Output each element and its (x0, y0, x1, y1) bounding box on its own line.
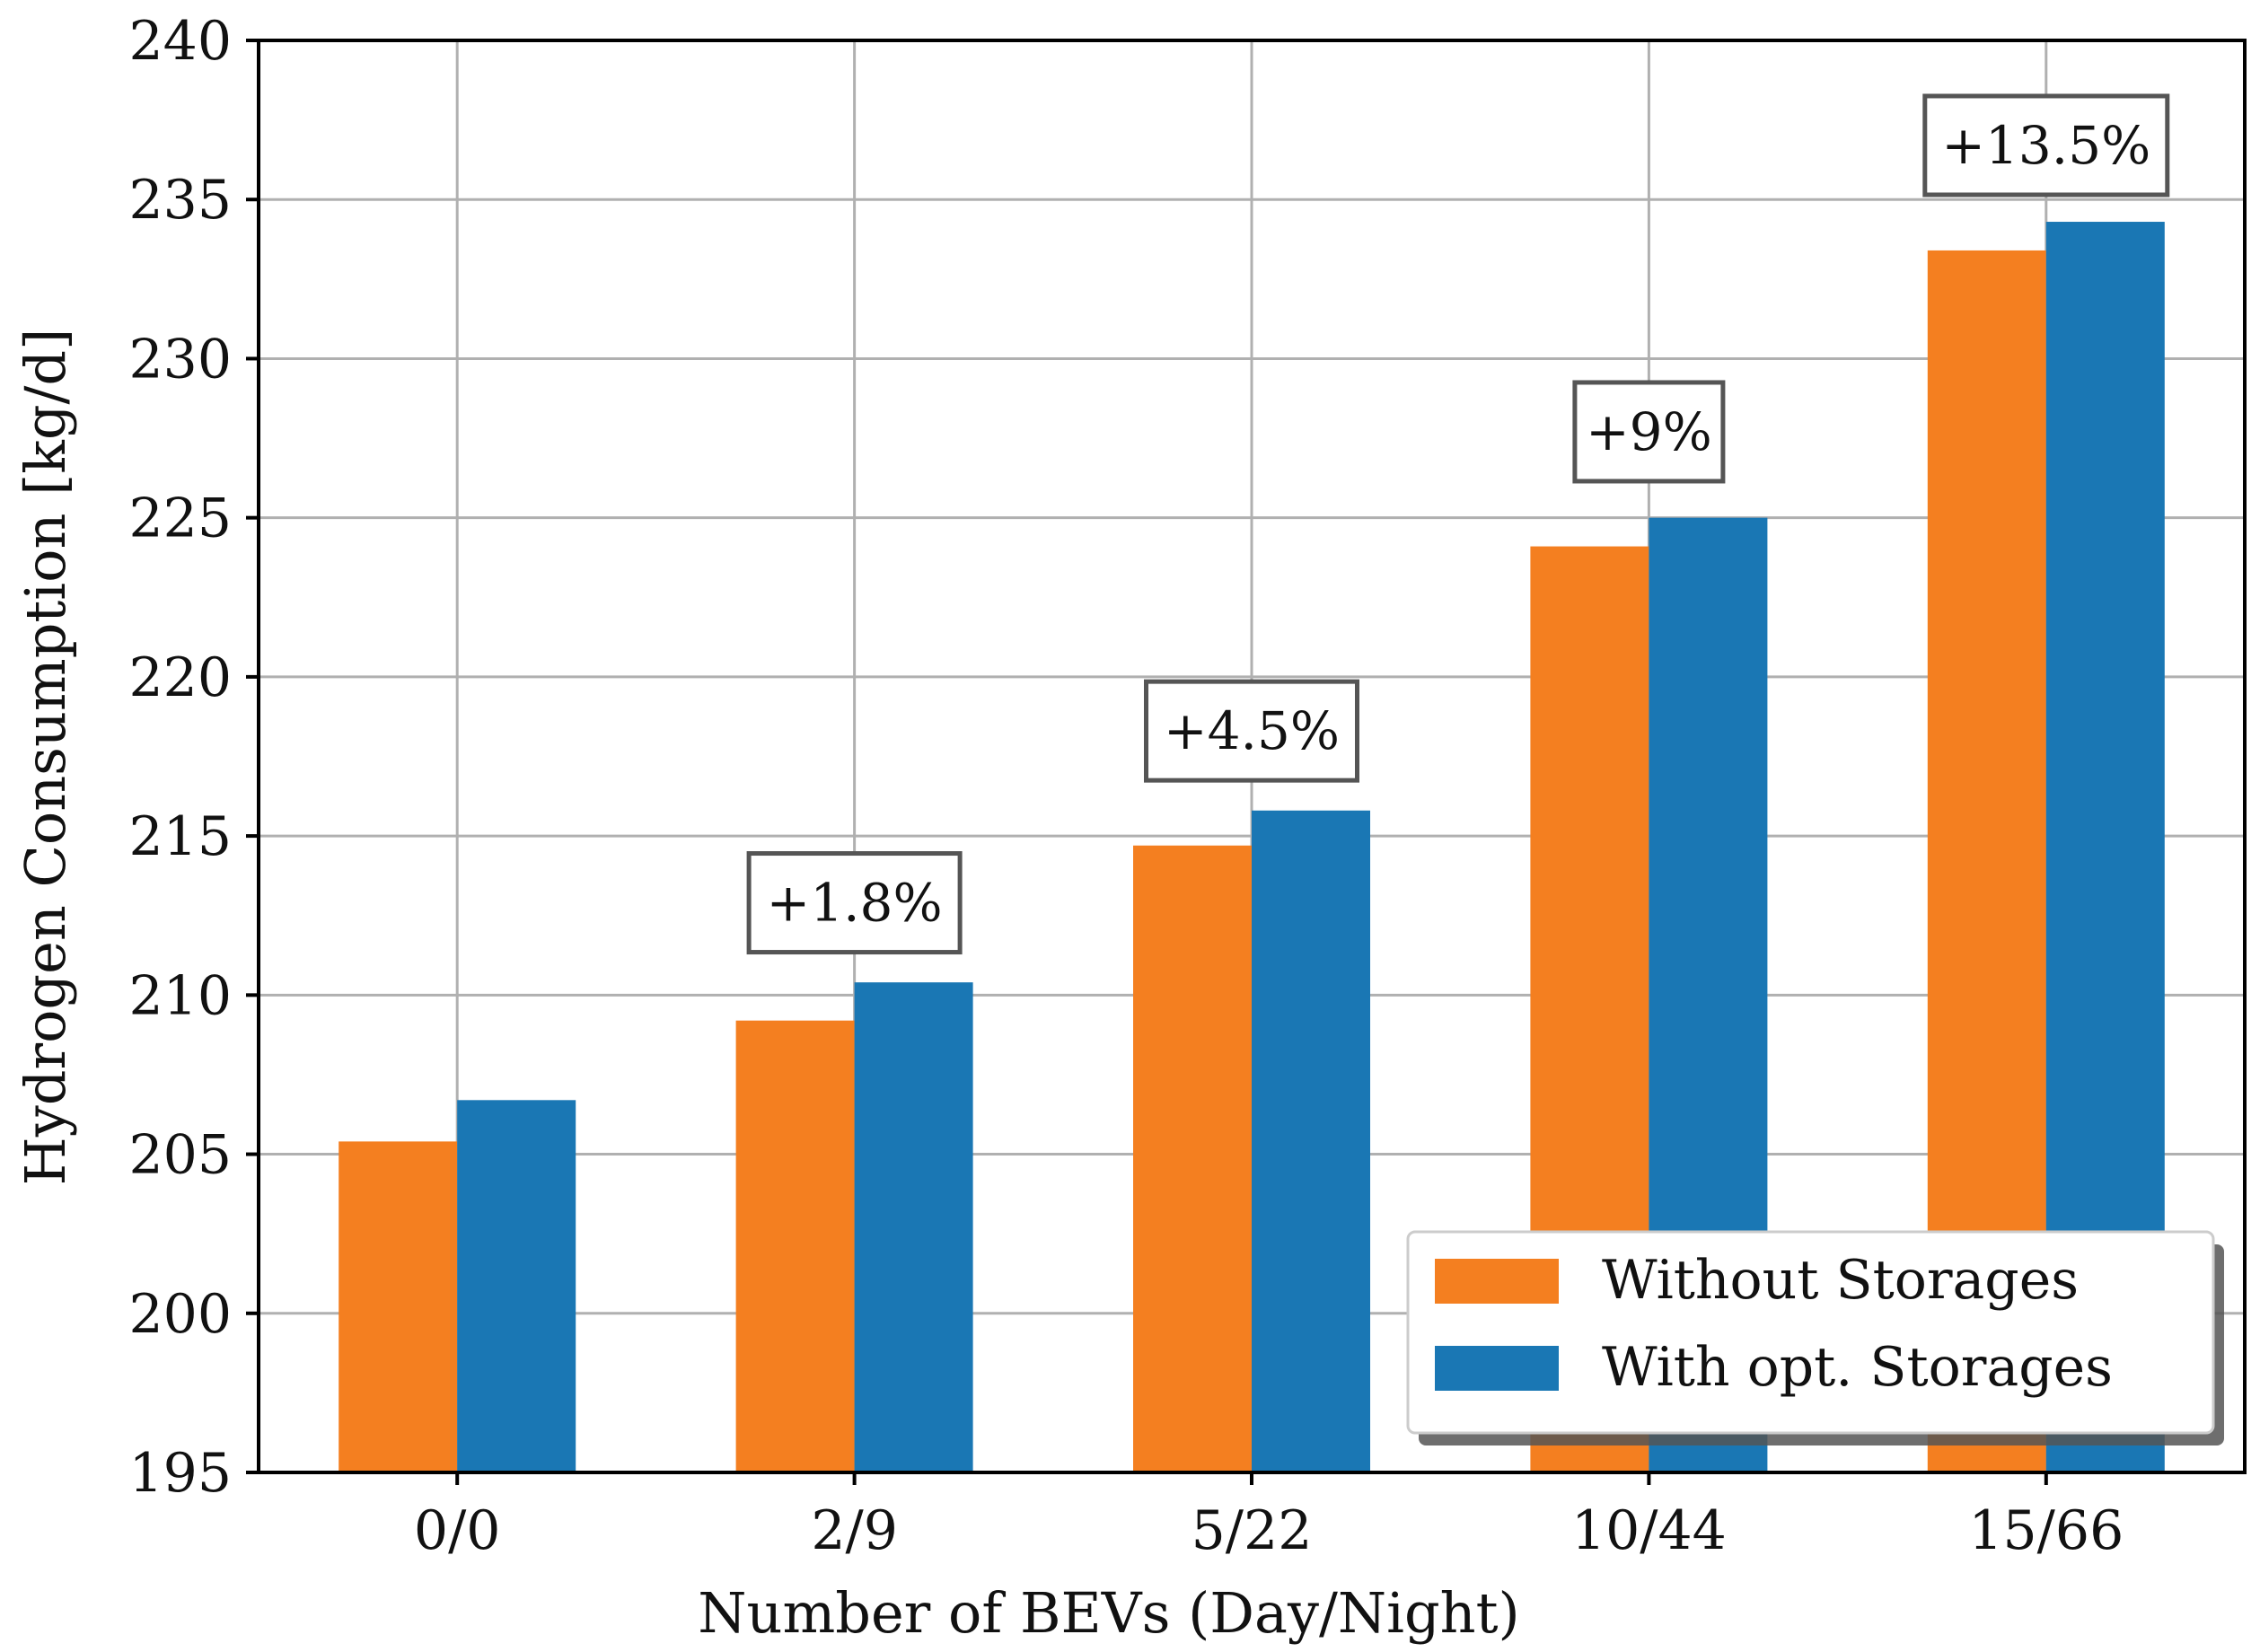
y-tick-label: 230 (128, 328, 232, 391)
y-tick-label: 200 (128, 1283, 232, 1346)
legend: Without Storages With opt. Storages (1406, 1230, 2224, 1446)
annotation-box (1144, 679, 1359, 783)
y-tick-label: 235 (128, 169, 232, 232)
legend-label: With opt. Storages (1602, 1336, 2113, 1399)
legend-swatch (1435, 1259, 1559, 1304)
bar (457, 1100, 576, 1472)
bar (854, 982, 973, 1472)
y-tick-label: 240 (128, 10, 232, 73)
axis-ticks: 195 200 205 210 215 220 225 230 235 240 0/0 2/9 5/22… (128, 10, 2124, 1562)
y-tick-label: 225 (128, 488, 232, 550)
annotation-box (746, 851, 963, 955)
x-tick-label: 5/22 (1192, 1499, 1313, 1562)
annotation-label: +1.8% (767, 873, 943, 934)
x-tick-label: 10/44 (1571, 1499, 1727, 1562)
x-axis-label: Number of BEVs (Day/Night) (698, 1580, 1519, 1646)
legend-label: Without Storages (1602, 1249, 2079, 1312)
annotation-label: +4.5% (1164, 700, 1340, 761)
annotations: +1.8% +4.5% +9% +13.5% (746, 93, 2170, 955)
bar (339, 1141, 458, 1472)
annotation-label: +13.5% (1941, 115, 2150, 176)
x-tick-label: 15/66 (1968, 1499, 2124, 1562)
legend-swatch (1435, 1346, 1559, 1391)
y-tick-label: 210 (128, 964, 232, 1027)
legend-box (1406, 1230, 2215, 1435)
y-axis-label: Hydrogen Consumption [kg/d] (13, 329, 78, 1186)
x-tick-label: 2/9 (811, 1499, 898, 1562)
x-tick-label: 0/0 (414, 1499, 501, 1562)
y-tick-label: 215 (128, 805, 232, 868)
bar (1133, 845, 1252, 1472)
y-tick-label: 205 (128, 1124, 232, 1187)
annotation-label: +9% (1586, 401, 1712, 462)
annotation-box (1922, 93, 2170, 198)
bar (1252, 810, 1370, 1472)
y-tick-label: 195 (128, 1442, 232, 1505)
bar (735, 1020, 855, 1472)
y-tick-label: 220 (128, 646, 232, 709)
annotation-box (1572, 380, 1726, 484)
